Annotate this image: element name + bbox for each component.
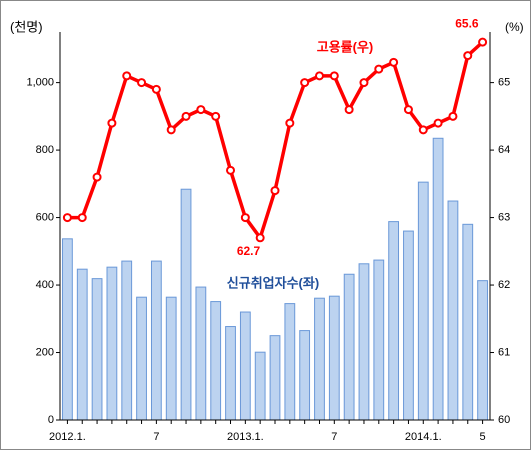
- line-marker: [226, 165, 236, 175]
- bar: [76, 268, 88, 421]
- bar: [121, 260, 133, 421]
- bar: [195, 286, 207, 421]
- y-tick-label: 400: [36, 279, 54, 291]
- y-tick-label: 1,000: [26, 77, 54, 89]
- line-marker: [270, 186, 280, 196]
- bar: [180, 188, 192, 421]
- line-marker: [418, 125, 428, 135]
- bar: [150, 260, 162, 421]
- y2-tick-label: 64: [498, 144, 510, 156]
- line-marker: [374, 64, 384, 74]
- bar: [403, 230, 414, 421]
- bar: [343, 273, 355, 421]
- x-tick-label: 2013.1.: [227, 431, 264, 443]
- bar: [165, 296, 177, 421]
- bar: [447, 200, 459, 421]
- line-marker: [314, 71, 324, 81]
- line-marker: [448, 111, 458, 121]
- bar: [239, 311, 251, 421]
- y-tick-label: 0: [48, 414, 54, 426]
- line-marker: [62, 213, 72, 223]
- value-label: 65.6: [455, 16, 479, 30]
- line-marker: [255, 233, 265, 243]
- line-marker: [329, 71, 339, 81]
- bar: [62, 238, 73, 421]
- bar: [432, 137, 444, 421]
- bar: [477, 280, 488, 421]
- y2-axis-label: (%): [505, 20, 524, 34]
- y-axis-label: (천명): [10, 19, 43, 34]
- line-marker: [285, 118, 295, 128]
- bar: [254, 351, 266, 421]
- x-tick-label: 7: [331, 431, 337, 443]
- line-marker: [463, 51, 473, 61]
- y2-tick-label: 63: [498, 211, 510, 223]
- x-tick-label: 2012.1.: [49, 431, 86, 443]
- line-marker: [359, 78, 369, 88]
- bar: [328, 295, 340, 421]
- legend-label: 고용률(우): [317, 39, 374, 54]
- line-marker: [211, 111, 221, 121]
- bar: [388, 221, 400, 421]
- line-marker: [92, 172, 102, 182]
- y-tick-label: 600: [36, 211, 54, 223]
- bar: [91, 278, 103, 421]
- bar: [417, 181, 429, 421]
- line-marker: [389, 57, 399, 67]
- x-tick-label: 7: [153, 431, 159, 443]
- bar: [284, 303, 296, 421]
- y2-tick-label: 60: [498, 414, 510, 426]
- legend-label: 신규취업자수(좌): [227, 275, 319, 290]
- line-marker: [137, 78, 147, 88]
- bar: [269, 335, 281, 421]
- line-marker: [478, 37, 488, 47]
- bar: [358, 263, 370, 421]
- line-marker: [240, 213, 250, 223]
- y-tick-label: 200: [36, 346, 54, 358]
- line-marker: [344, 105, 354, 115]
- bar: [136, 296, 147, 421]
- bar: [106, 266, 118, 421]
- line-marker: [433, 118, 443, 128]
- line-marker: [196, 105, 206, 115]
- line-marker: [107, 118, 117, 128]
- y2-tick-label: 62: [498, 279, 510, 291]
- x-tick-label: 2014.1.: [405, 431, 442, 443]
- bar: [462, 223, 474, 421]
- bar: [225, 326, 236, 421]
- bar: [299, 330, 311, 421]
- y-tick-label: 800: [36, 144, 54, 156]
- line-marker: [403, 105, 413, 115]
- y2-tick-label: 61: [498, 346, 510, 358]
- line-marker: [166, 125, 176, 135]
- bar: [373, 259, 385, 421]
- line-marker: [151, 84, 161, 94]
- line-marker: [77, 213, 87, 223]
- y2-tick-label: 65: [498, 77, 510, 89]
- bar: [210, 301, 222, 421]
- line-marker: [181, 111, 191, 121]
- value-label: 62.7: [237, 244, 261, 258]
- x-tick-label: 5: [480, 431, 486, 443]
- bar: [314, 297, 325, 421]
- line-marker: [122, 71, 132, 81]
- line-marker: [300, 78, 310, 88]
